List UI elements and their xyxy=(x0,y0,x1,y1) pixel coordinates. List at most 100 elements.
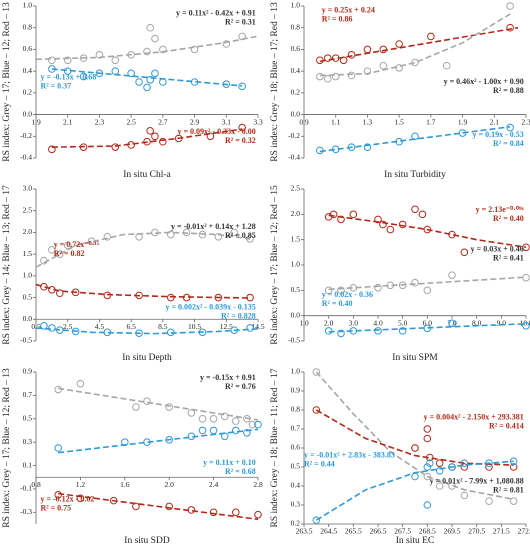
data-point xyxy=(76,494,85,503)
x-tick-label: 2.0 xyxy=(165,480,175,489)
data-point xyxy=(337,329,345,338)
data-point xyxy=(435,482,444,490)
data-point xyxy=(522,322,530,330)
data-point xyxy=(363,45,372,54)
x-tick-label: 268.5 xyxy=(419,527,436,536)
data-point xyxy=(159,45,167,54)
y-tick-label: 1.0 xyxy=(291,1,301,10)
equation: R² = 0.40 xyxy=(322,299,353,308)
data-point xyxy=(232,417,240,425)
x-tick-label: 9.0 xyxy=(497,318,507,327)
data-point xyxy=(485,497,493,506)
data-point xyxy=(423,501,432,509)
trend-line xyxy=(51,68,243,87)
x-axis-label: In situ Turbidity xyxy=(384,170,446,180)
data-point xyxy=(209,426,218,435)
data-point xyxy=(347,71,356,80)
x-tick-label: 5.0 xyxy=(398,318,408,327)
data-point xyxy=(232,508,240,517)
data-point xyxy=(411,472,419,481)
x-tick-label: 3.1 xyxy=(222,117,232,126)
equation: y = 0.004x² - 2.150x + 293.381 xyxy=(424,412,524,421)
x-tick-label: 10.5 xyxy=(188,322,201,331)
y-tick-label: 0.5 xyxy=(291,462,301,471)
x-tick-label: 0.5 xyxy=(31,322,41,331)
data-point xyxy=(386,225,395,234)
y-tick-label: 0.7 xyxy=(291,424,301,433)
data-point xyxy=(146,23,154,32)
x-tick-label: 2.0 xyxy=(324,318,334,327)
data-point xyxy=(386,281,395,290)
data-point xyxy=(509,463,518,471)
data-point xyxy=(316,146,324,155)
y-tick-label: 0.5 xyxy=(23,292,33,301)
data-point xyxy=(435,467,444,475)
panel: -0.3 -0.1 0.1 0.3 0.5 0.7 0.9 0.8 1.2 1.6 2.0 2.4 2.… xyxy=(2,367,263,546)
data-point xyxy=(411,132,419,141)
data-point xyxy=(243,414,251,423)
data-point xyxy=(174,134,183,143)
data-point xyxy=(166,230,175,239)
data-point xyxy=(214,232,223,241)
data-point xyxy=(363,67,372,75)
data-point xyxy=(40,256,48,265)
data-point xyxy=(411,58,419,67)
x-tick-label: 1.3 xyxy=(363,117,373,126)
data-point xyxy=(379,61,388,70)
x-tick-label: 2.8 xyxy=(253,480,263,489)
data-point xyxy=(40,322,48,330)
data-point xyxy=(243,429,251,437)
y-tick-label: 1.5 xyxy=(291,234,301,243)
data-point xyxy=(423,463,432,471)
x-tick-label: 1.2 xyxy=(76,480,86,489)
data-point xyxy=(151,132,159,141)
data-point xyxy=(103,232,112,241)
y-tick-label: 0.3 xyxy=(291,500,301,509)
equation: R² = 0.414 xyxy=(489,421,524,430)
data-point xyxy=(460,463,469,471)
panel: -0.4 -0.2 0.0 0.2 0.4 0.6 0.8 1.0 1.9 2.1 2.3 2.5 2.… xyxy=(2,1,263,180)
x-tick-label: 264.5 xyxy=(320,527,337,536)
data-point xyxy=(312,516,321,525)
x-tick-label: 2.4 xyxy=(209,480,219,489)
data-point xyxy=(349,327,358,335)
data-point xyxy=(448,230,456,239)
data-point xyxy=(448,319,456,328)
y-tick-label: 0.3 xyxy=(23,437,33,446)
data-point xyxy=(246,235,254,243)
data-point xyxy=(135,232,143,241)
x-tick-label: 0.9 xyxy=(299,117,309,126)
data-point xyxy=(312,406,321,414)
data-point xyxy=(209,414,218,423)
data-point xyxy=(165,403,173,411)
equation: y = 0.25x + 0.24 xyxy=(322,5,375,14)
data-point xyxy=(316,72,324,81)
data-point xyxy=(55,326,64,334)
y-tick-label: 0.0 xyxy=(23,109,33,118)
data-point xyxy=(254,420,262,429)
data-point xyxy=(522,273,530,282)
y-axis-label: RS index: Grey – 14; Blue – 13; Red – 17 xyxy=(2,185,12,345)
data-point xyxy=(374,327,382,335)
data-point xyxy=(324,286,333,295)
x-tick-label: 1.5 xyxy=(394,117,404,126)
x-tick-label: 6.5 xyxy=(126,322,136,331)
x-tick-label: 6.0 xyxy=(423,318,433,327)
data-point xyxy=(165,436,173,444)
panel: -0.4 -0.2 0.0 0.2 0.4 0.6 0.8 1.0 0.9 1.1 1.3 1.5 1.… xyxy=(270,1,530,180)
data-point xyxy=(248,420,257,429)
x-tick-label: 265.5 xyxy=(345,527,362,536)
equation: y = 0.01x² - 7.99x + 1,080.88 xyxy=(430,476,524,485)
data-point xyxy=(143,137,151,146)
data-point xyxy=(220,412,229,421)
data-point xyxy=(54,490,63,499)
trend-line xyxy=(58,387,259,421)
trend-line xyxy=(328,214,527,249)
data-point xyxy=(63,67,72,75)
y-axis-label: RS index: Grey – 17; Blue – 12; Red – 15 xyxy=(270,185,280,345)
data-point xyxy=(232,426,240,435)
x-tick-label: 267.5 xyxy=(394,527,411,536)
data-point xyxy=(509,457,518,466)
x-tick-label: 2.7 xyxy=(158,117,168,126)
